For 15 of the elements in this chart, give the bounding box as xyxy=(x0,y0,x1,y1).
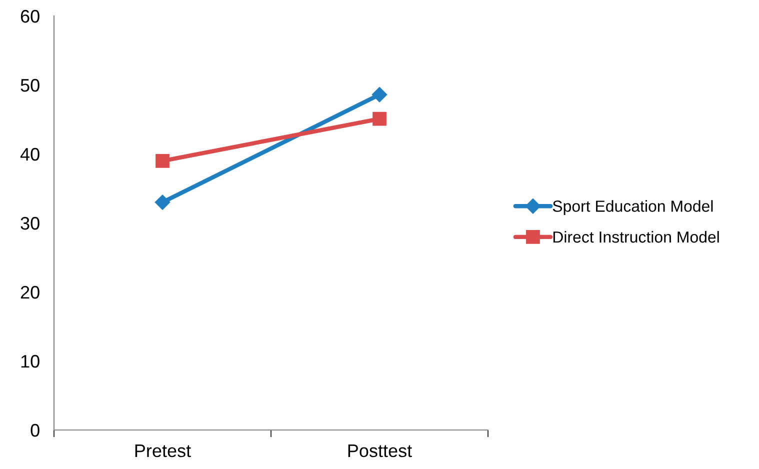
point xyxy=(156,154,170,168)
legend-label: Direct Instruction Model xyxy=(553,230,719,243)
y-tick-label: 10 xyxy=(21,354,40,368)
point xyxy=(372,87,388,102)
x-tick-label: Posttest xyxy=(348,444,412,458)
y-tick-label: 40 xyxy=(20,148,40,161)
point xyxy=(372,112,386,126)
y-tick-label: 0 xyxy=(30,424,40,437)
y-tick-label: 30 xyxy=(20,216,40,230)
y-tick-label: 50 xyxy=(20,78,40,92)
x-tick-label: Pretest xyxy=(135,444,191,458)
y-tick-label: 20 xyxy=(20,286,40,299)
point xyxy=(154,194,170,210)
legend-label: Sport Education Model xyxy=(552,200,713,216)
y-tick-label: 60 xyxy=(20,10,40,23)
